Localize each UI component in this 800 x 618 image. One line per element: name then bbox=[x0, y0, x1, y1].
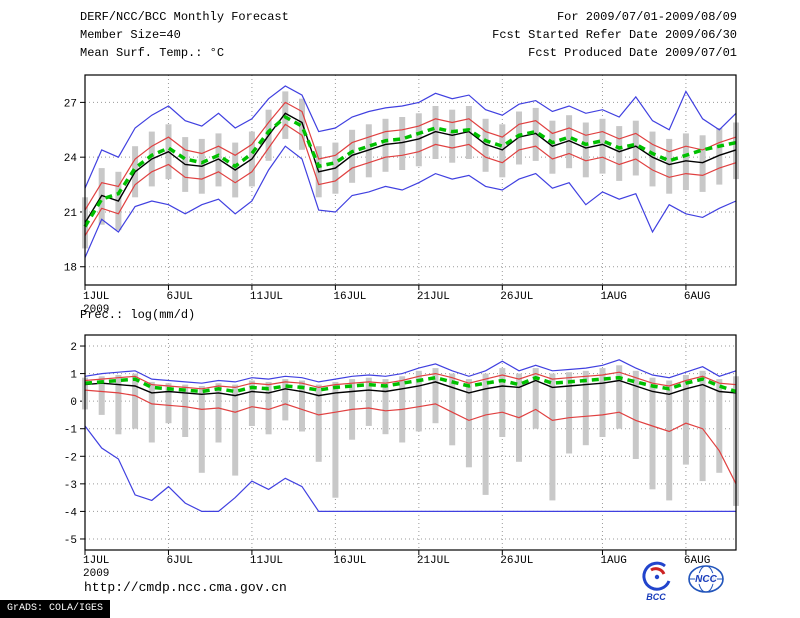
temperature-chart: 18 21 24 27 1JUL 6JUL 11JUL 16JUL 21JUL 26JUL 1AUG… bbox=[64, 74, 739, 316]
svg-text:1JUL: 1JUL bbox=[83, 291, 109, 303]
svg-text:11JUL: 11JUL bbox=[250, 555, 283, 567]
svg-text:-2: -2 bbox=[64, 452, 77, 464]
svg-text:21JUL: 21JUL bbox=[417, 555, 450, 567]
svg-text:-5: -5 bbox=[64, 535, 77, 547]
forecast-range-label: For 2009/07/01-2009/08/09 bbox=[556, 10, 737, 24]
svg-text:1JUL: 1JUL bbox=[83, 555, 109, 567]
temperature-variable-label: Mean Surf. Temp.: °C bbox=[80, 46, 225, 60]
svg-text:21JUL: 21JUL bbox=[417, 291, 450, 303]
svg-text:2009: 2009 bbox=[83, 304, 109, 316]
svg-text:6AUG: 6AUG bbox=[684, 555, 710, 567]
bcc-logo-swirl-red bbox=[650, 567, 666, 575]
svg-text:21: 21 bbox=[64, 208, 78, 220]
svg-text:0: 0 bbox=[70, 397, 77, 409]
precipitation-chart: 2 1 0 -1 -2 -3 -4 -5 1JUL 6JUL 11JUL 16JUL 21JUL 26JU… bbox=[64, 334, 739, 580]
svg-text:-3: -3 bbox=[64, 480, 77, 492]
ncc-logo-label-bg bbox=[695, 573, 717, 584]
bcc-logo: BCC bbox=[642, 561, 671, 602]
svg-text:6AUG: 6AUG bbox=[684, 291, 710, 303]
svg-text:18: 18 bbox=[64, 263, 77, 275]
bcc-logo-swirl-blue bbox=[642, 561, 671, 591]
svg-text:24: 24 bbox=[64, 153, 78, 165]
refer-date-label: Fcst Started Refer Date 2009/06/30 bbox=[492, 28, 737, 42]
svg-text:16JUL: 16JUL bbox=[333, 555, 366, 567]
svg-text:1: 1 bbox=[70, 370, 77, 382]
precipitation-variable-label: Prec.: log(mm/d) bbox=[80, 308, 196, 322]
svg-text:2: 2 bbox=[70, 342, 77, 354]
svg-text:26JUL: 26JUL bbox=[500, 555, 533, 567]
svg-text:1AUG: 1AUG bbox=[600, 555, 626, 567]
plot-title: DERF/NCC/BCC Monthly Forecast bbox=[80, 10, 289, 24]
svg-text:-4: -4 bbox=[64, 507, 78, 519]
svg-text:27: 27 bbox=[64, 98, 77, 110]
svg-text:6JUL: 6JUL bbox=[166, 555, 192, 567]
ncc-logo: NCC bbox=[688, 565, 724, 593]
member-size-label: Member Size=40 bbox=[80, 28, 181, 42]
svg-text:11JUL: 11JUL bbox=[250, 291, 283, 303]
svg-text:1AUG: 1AUG bbox=[600, 291, 626, 303]
svg-text:16JUL: 16JUL bbox=[333, 291, 366, 303]
ncc-logo-label: NCC bbox=[695, 574, 717, 585]
svg-text:26JUL: 26JUL bbox=[500, 291, 533, 303]
grads-credit-badge: GrADS: COLA/IGES bbox=[0, 600, 111, 618]
bcc-logo-label: BCC bbox=[646, 592, 666, 602]
svg-text:2009: 2009 bbox=[83, 568, 109, 580]
source-url: http://cmdp.ncc.cma.gov.cn bbox=[84, 580, 287, 595]
svg-text:-1: -1 bbox=[64, 425, 78, 437]
bcc-logo-dot bbox=[654, 574, 660, 580]
svg-text:6JUL: 6JUL bbox=[166, 291, 192, 303]
produced-date-label: Fcst Produced Date 2009/07/01 bbox=[528, 46, 737, 60]
